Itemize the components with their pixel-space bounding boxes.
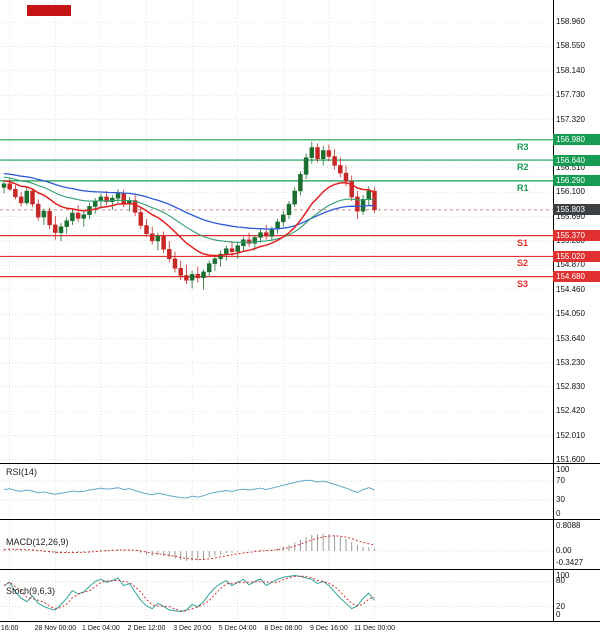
time-axis-label: 5 Dec 04:00 bbox=[218, 625, 257, 632]
candles bbox=[1, 141, 377, 290]
price-axis-label: 152.010 bbox=[556, 430, 585, 440]
price-axis-label: 151.600 bbox=[556, 454, 585, 464]
price-axis-label: 154.050 bbox=[556, 309, 585, 319]
time-axis-label: 8 Dec 08:00 bbox=[264, 625, 303, 632]
macd-axis-label: 0.00 bbox=[556, 546, 572, 555]
resistance-price-badge: 156.980 bbox=[553, 134, 600, 146]
support-price-badge: 154.680 bbox=[553, 271, 600, 283]
ma-mid-line bbox=[3, 176, 375, 243]
rsi-axis-label: 30 bbox=[556, 494, 565, 504]
brand-mark bbox=[27, 5, 71, 16]
rsi-indicator-label[interactable]: RSI(14) bbox=[6, 467, 38, 477]
time-axis-label: 28 Nov 00:00 bbox=[34, 625, 77, 632]
stoch-indicator-label[interactable]: Stoch(9,6,3) bbox=[6, 586, 56, 596]
stoch-axis-label: 0 bbox=[556, 610, 561, 619]
macd-axis-label: 0.8088 bbox=[556, 521, 581, 530]
support-price-badge: 155.370 bbox=[553, 230, 600, 242]
price-axis-label: 156.100 bbox=[556, 187, 585, 197]
stoch-axis-label: 100 bbox=[556, 571, 570, 580]
time-axis-label: 2 Dec 12:00 bbox=[127, 625, 166, 632]
stoch-main-line bbox=[3, 574, 375, 613]
current-price-badge: 155.803 bbox=[553, 204, 600, 216]
time-axis-label: 16:00 bbox=[0, 625, 19, 632]
price-axis-label: 152.830 bbox=[556, 381, 585, 391]
support-label-s2: S2 bbox=[517, 258, 529, 269]
price-axis-label: 158.960 bbox=[556, 17, 585, 26]
rsi-axis-label: 70 bbox=[556, 476, 565, 486]
macd-indicator-label[interactable]: MACD(12,26,9) bbox=[6, 537, 69, 547]
time-axis-label: 3 Dec 20:00 bbox=[173, 625, 211, 632]
stoch-axis-label: 20 bbox=[556, 601, 565, 611]
support-label-s3: S3 bbox=[517, 278, 529, 289]
price-axis-label: 156.510 bbox=[556, 162, 585, 172]
time-axis-label: 11 Dec 00:00 bbox=[353, 625, 396, 632]
support-price-badge: 155.020 bbox=[553, 250, 600, 262]
price-axis-label: 154.460 bbox=[556, 284, 585, 294]
price-axis-label: 152.420 bbox=[556, 406, 585, 416]
ma-slow-line bbox=[3, 172, 375, 230]
support-label-s1: S1 bbox=[517, 237, 529, 248]
macd-signal-line bbox=[3, 535, 375, 560]
price-axis-label: 153.640 bbox=[556, 333, 585, 343]
price-axis-label: 157.320 bbox=[556, 114, 585, 124]
stoch-signal-line bbox=[3, 575, 375, 612]
resistance-label-r3: R3 bbox=[517, 141, 529, 152]
macd-axis-label: -0.3427 bbox=[556, 557, 584, 567]
time-axis-label: 1 Dec 04:00 bbox=[82, 625, 120, 632]
stoch-axis-label: 80 bbox=[556, 576, 565, 586]
ma-fast-line bbox=[3, 179, 375, 257]
resistance-label-r2: R2 bbox=[517, 162, 529, 173]
price-axis-label: 158.140 bbox=[556, 65, 585, 75]
price-axis-label: 157.730 bbox=[556, 90, 585, 100]
price-axis-label: 155.690 bbox=[556, 211, 585, 221]
resistance-price-badge: 156.290 bbox=[553, 175, 600, 187]
time-axis-label: 9 Dec 16:00 bbox=[310, 625, 348, 632]
price-axis-label: 153.230 bbox=[556, 357, 585, 367]
rsi-axis-label: 100 bbox=[556, 465, 570, 474]
rsi-axis-label: 0 bbox=[556, 509, 561, 518]
resistance-label-r1: R1 bbox=[517, 182, 529, 193]
resistance-price-badge: 156.640 bbox=[553, 154, 600, 166]
price-axis-label: 158.550 bbox=[556, 41, 585, 51]
price-axis-label: 154.870 bbox=[556, 260, 585, 270]
rsi-line bbox=[3, 479, 375, 499]
